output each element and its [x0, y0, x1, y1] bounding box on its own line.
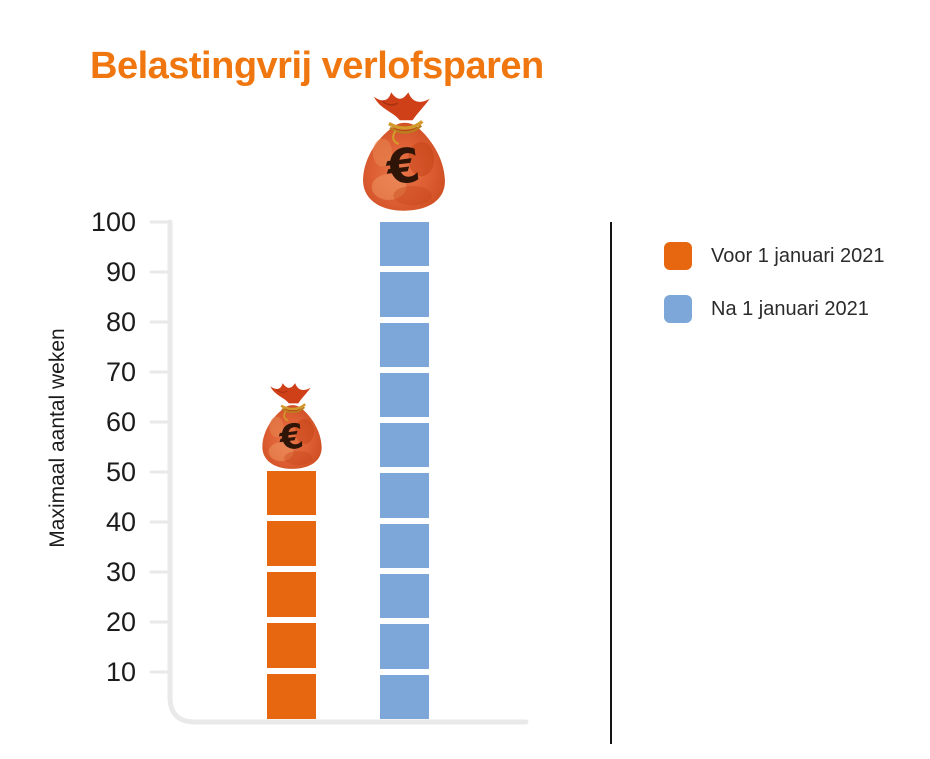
- tick-marks: [149, 220, 170, 674]
- y-tick-label-40: 40: [105, 507, 136, 537]
- bar-segment: [380, 423, 429, 468]
- bar-segment: [380, 322, 429, 367]
- bar-segment: [380, 674, 429, 719]
- legend-item: Voor 1 januari 2021: [664, 242, 884, 270]
- chart-title: Belastingvrij verlofsparen: [90, 45, 544, 88]
- bar-segment: [267, 521, 316, 567]
- bar-voor-2021: [267, 470, 316, 720]
- y-tick-label-30: 30: [105, 557, 136, 587]
- bar-segment: [267, 623, 316, 669]
- y-tick-label-60: 60: [105, 407, 136, 437]
- money-bag-euro-icon-small: [253, 380, 331, 472]
- axis-line: [167, 219, 529, 725]
- y-tick-label-20: 20: [105, 607, 136, 637]
- bar-segment: [380, 372, 429, 418]
- bar-segment: [380, 272, 429, 317]
- bar-na-2021: [380, 222, 429, 719]
- legend-swatch-na-2021: [664, 295, 692, 323]
- legend-swatch-voor-2021: [664, 242, 692, 270]
- y-tick-label-90: 90: [105, 257, 136, 287]
- bar-segment: [267, 674, 316, 719]
- legend-label: Na 1 januari 2021: [711, 297, 869, 320]
- y-tick-label-70: 70: [105, 357, 136, 387]
- legend-label: Voor 1 januari 2021: [711, 244, 885, 267]
- money-bag-euro-icon-large: [350, 88, 458, 215]
- bar-segment: [380, 473, 429, 518]
- y-tick-label-50: 50: [105, 457, 136, 487]
- y-tick-labels: 10 20 30 40 50 60 70 80 90 100: [40, 0, 136, 759]
- y-tick-label-10: 10: [105, 657, 136, 687]
- legend-separator-line: [610, 222, 612, 744]
- bar-segment: [380, 624, 429, 669]
- bar-segment: [380, 222, 429, 267]
- legend-item: Na 1 januari 2021: [664, 295, 884, 323]
- bar-segment: [267, 470, 316, 516]
- bar-segment: [380, 574, 429, 619]
- legend: Voor 1 januari 2021 Na 1 januari 2021: [664, 242, 884, 323]
- bar-segment: [380, 523, 429, 569]
- y-tick-label-80: 80: [105, 307, 136, 337]
- bar-segment: [267, 572, 316, 618]
- y-tick-label-100: 100: [90, 207, 136, 237]
